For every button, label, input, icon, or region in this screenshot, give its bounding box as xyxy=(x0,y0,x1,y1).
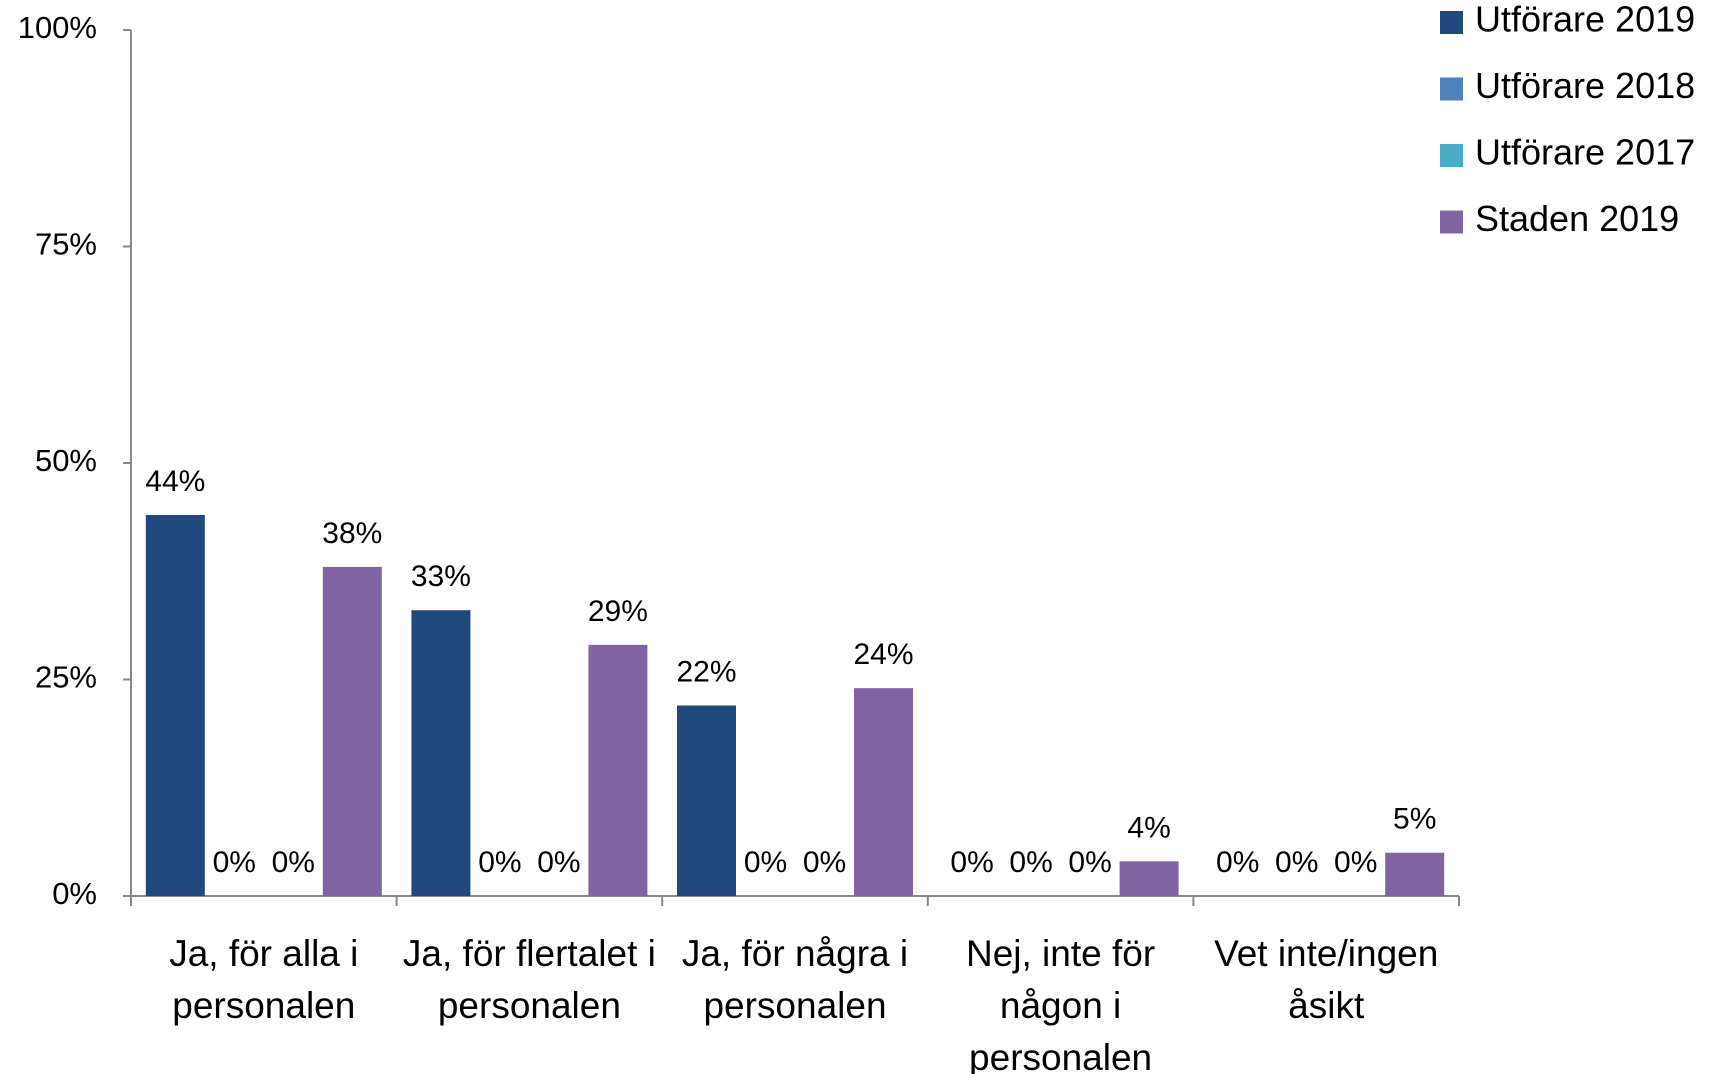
x-tick-label: Ja, för flertalet i personalen xyxy=(402,933,656,1026)
legend-swatch xyxy=(1440,210,1463,234)
legend-label: Staden 2019 xyxy=(1475,198,1679,239)
bar xyxy=(854,688,913,896)
y-tick-label: 50% xyxy=(35,443,97,478)
data-label: 0% xyxy=(1334,846,1377,879)
data-label: 0% xyxy=(1216,846,1259,879)
data-label: 0% xyxy=(478,846,521,879)
x-tick-label: Nej, inte för någon i personalen xyxy=(965,933,1156,1074)
y-tick-label: 100% xyxy=(18,10,97,45)
x-tick-label: Vet inte/ingen åsikt xyxy=(1214,933,1439,1026)
data-label: 44% xyxy=(145,465,205,498)
data-label: 0% xyxy=(1009,846,1052,879)
legend-swatch xyxy=(1440,11,1463,34)
data-label: 0% xyxy=(1068,846,1111,879)
data-label: 29% xyxy=(588,595,648,628)
data-label: 0% xyxy=(272,846,315,879)
legend-swatch xyxy=(1440,144,1463,167)
bar xyxy=(145,514,205,896)
data-label: 38% xyxy=(322,517,382,550)
y-tick-label: 75% xyxy=(35,227,97,262)
data-label: 0% xyxy=(213,846,256,879)
legend-label: Utförare 2017 xyxy=(1475,132,1695,173)
y-tick-label: 0% xyxy=(52,876,97,911)
x-tick-label: Ja, för några i personalen xyxy=(681,933,909,1026)
bar xyxy=(411,610,471,896)
data-label: 0% xyxy=(803,846,846,879)
bar xyxy=(677,705,736,896)
bar xyxy=(1385,852,1445,896)
data-label: 24% xyxy=(853,638,913,671)
bar xyxy=(1119,861,1179,896)
bar xyxy=(322,566,382,896)
data-label: 4% xyxy=(1127,811,1170,844)
data-label: 0% xyxy=(744,846,787,879)
legend-label: Utförare 2019 xyxy=(1475,0,1695,40)
data-label: 22% xyxy=(676,655,736,688)
data-label: 0% xyxy=(950,846,993,879)
data-label: 0% xyxy=(537,846,580,879)
y-tick-label: 25% xyxy=(35,660,97,695)
legend-swatch xyxy=(1440,77,1463,101)
data-label: 33% xyxy=(411,560,471,593)
legend-label: Utförare 2018 xyxy=(1475,65,1695,106)
data-label: 5% xyxy=(1393,803,1436,836)
data-label: 0% xyxy=(1275,846,1318,879)
bar xyxy=(588,644,648,896)
x-tick-label: Ja, för alla i personalen xyxy=(169,933,359,1026)
